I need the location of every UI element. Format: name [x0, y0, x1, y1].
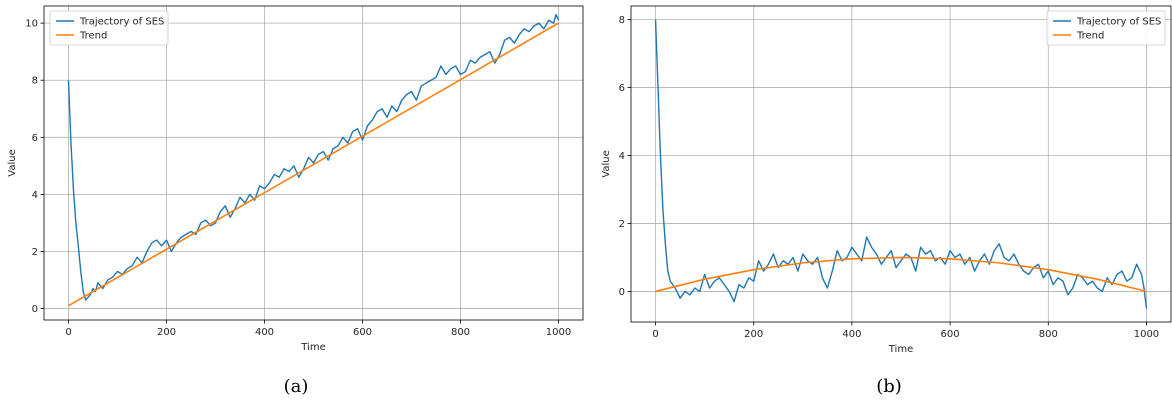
y-tick-label: 10 — [25, 19, 38, 30]
x-tick-label: 400 — [255, 327, 274, 338]
legend: Trajectory of SES Trend — [49, 10, 169, 46]
y-tick-label: 6 — [619, 83, 625, 94]
legend-label-trend: Trend — [79, 31, 107, 42]
x-tick-label: 0 — [65, 327, 71, 338]
series-line-trajectory — [654, 19, 1148, 309]
legend-label-trajectory: Trajectory of SES — [1076, 17, 1161, 28]
legend-label-trajectory: Trajectory of SES — [79, 17, 164, 28]
x-tick-label: 200 — [744, 329, 763, 340]
x-tick-label: 800 — [1039, 329, 1058, 340]
y-tick-label: 6 — [32, 133, 38, 144]
y-tick-label: 4 — [619, 151, 625, 162]
y-tick-label: 0 — [32, 304, 38, 315]
y-axis-label: Value — [601, 150, 612, 177]
x-axis-label: Time — [888, 344, 913, 355]
chart-panel-a: 0 200 400 600 800 1000 0 2 4 6 8 10 Time Value Traject… — [7, 5, 584, 353]
axes-frame — [43, 5, 584, 321]
y-tick-label: 8 — [619, 15, 625, 26]
y-tick-label: 2 — [32, 247, 38, 258]
legend-box — [49, 10, 169, 46]
x-tick-label: 1000 — [1134, 329, 1159, 340]
series-line-trend — [655, 256, 1147, 293]
x-tick-label: 600 — [353, 327, 372, 338]
legend-label-trend: Trend — [1076, 31, 1104, 42]
y-tick-label: 4 — [32, 190, 38, 201]
series-line-trajectory — [67, 13, 560, 301]
x-axis-label: Time — [300, 342, 325, 353]
x-tick-label: 1000 — [546, 327, 571, 338]
legend-box — [1046, 10, 1166, 46]
x-tick-label: 800 — [451, 327, 470, 338]
caption-a: (a) — [284, 376, 309, 397]
series-line-trend — [68, 22, 559, 307]
y-tick-label: 0 — [619, 287, 625, 298]
axes-frame — [630, 5, 1172, 323]
x-tick-label: 400 — [842, 329, 861, 340]
x-tick-label: 600 — [941, 329, 960, 340]
x-tick-label: 0 — [652, 329, 658, 340]
chart-panel-b: 0 200 400 600 800 1000 0 2 4 6 8 Time Value Trajector… — [601, 5, 1172, 355]
y-tick-label: 2 — [619, 219, 625, 230]
caption-b: (b) — [876, 376, 902, 397]
legend: Trajectory of SES Trend — [1046, 10, 1166, 46]
y-axis-label: Value — [7, 149, 18, 176]
plot-area — [631, 6, 1171, 322]
x-tick-label: 200 — [157, 327, 176, 338]
y-tick-label: 8 — [32, 76, 38, 87]
